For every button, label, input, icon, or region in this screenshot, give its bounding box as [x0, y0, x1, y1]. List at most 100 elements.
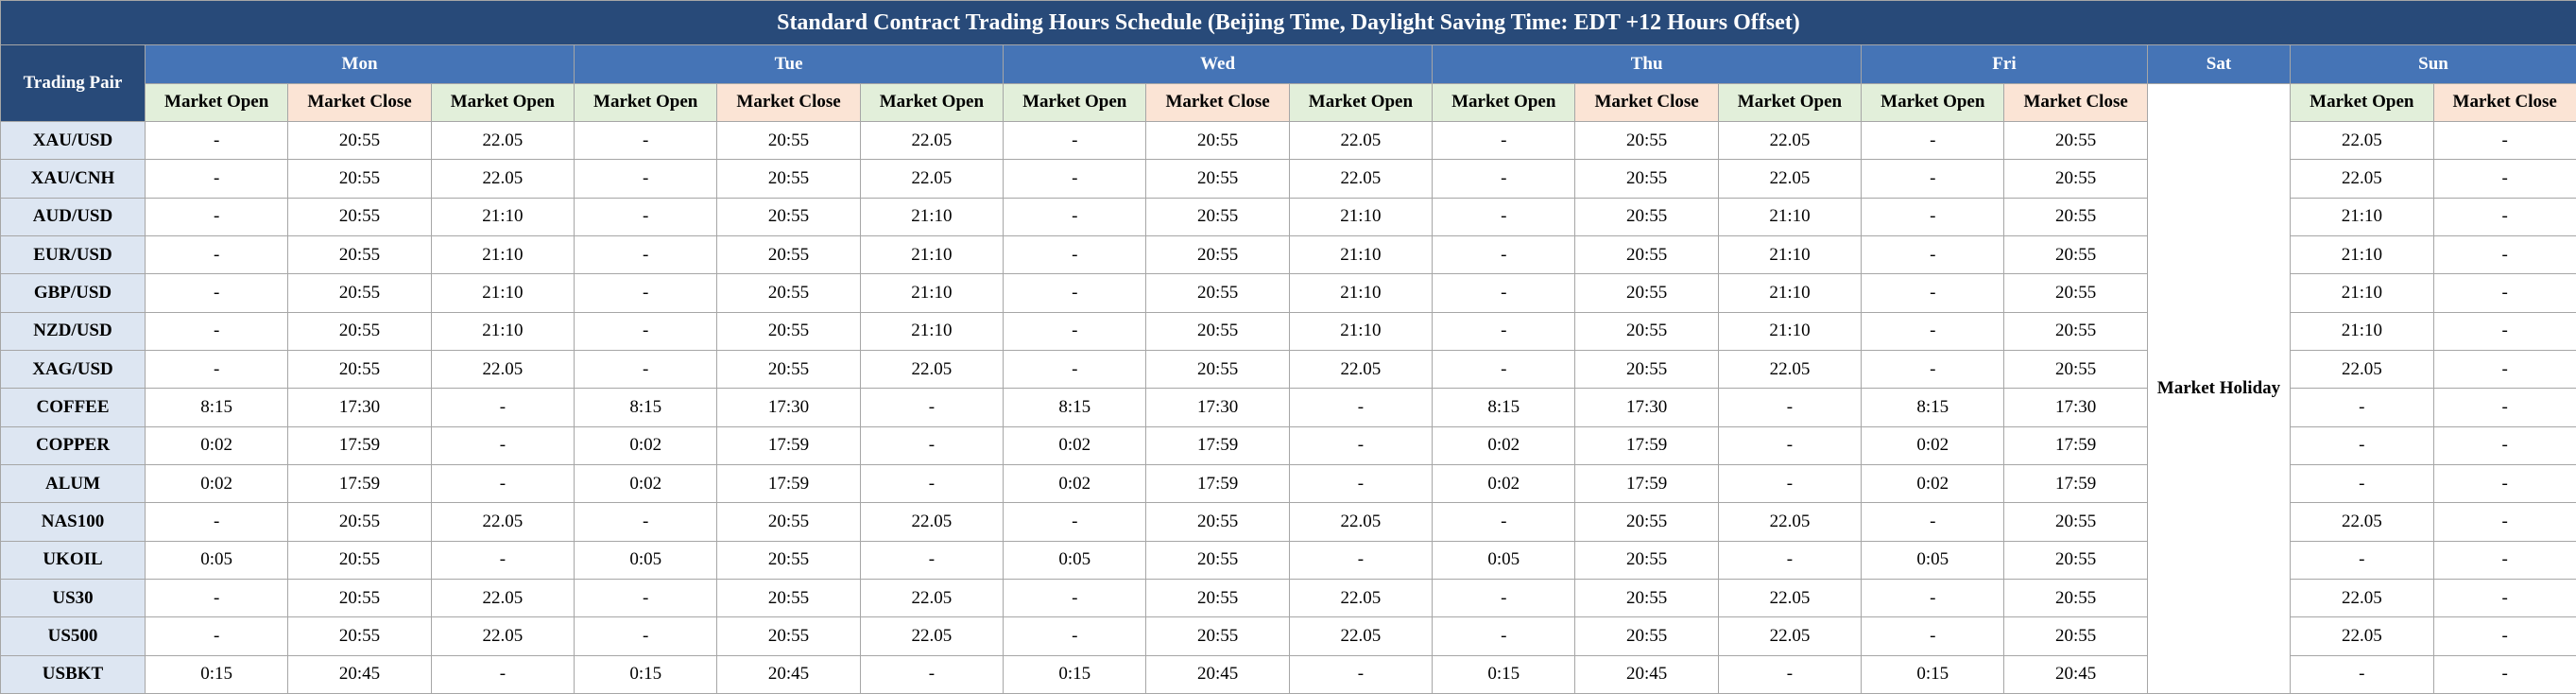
time-cell: 22.05 [859, 159, 1005, 199]
time-cell: - [144, 502, 289, 542]
pair-cell: US30 [0, 578, 146, 618]
time-cell: 17:59 [1574, 463, 1719, 504]
time-cell: 20:55 [716, 502, 861, 542]
time-cell: 21:10 [2290, 235, 2434, 275]
time-cell: - [1432, 235, 1576, 275]
corner-header: Trading Pair [0, 44, 146, 123]
time-cell: - [1861, 159, 2005, 199]
sub-header-row: Market Open Market Close Market Open Market… [1, 82, 2576, 694]
time-cell: 21:10 [859, 311, 1005, 352]
time-cell: - [1717, 425, 1863, 465]
day-header: Thu [1432, 44, 1863, 84]
time-cell: 17:59 [1574, 425, 1719, 465]
pair-cell: COPPER [0, 425, 146, 465]
time-cell: 20:45 [1574, 654, 1719, 694]
time-cell: - [2432, 311, 2576, 352]
time-cell: - [2432, 197, 2576, 237]
title-row: Standard Contract Trading Hours Schedule… [0, 0, 2576, 46]
time-cell: - [430, 654, 575, 694]
time-cell: 0:02 [574, 425, 718, 465]
time-cell: 21:10 [430, 311, 575, 352]
time-cell: 20:55 [716, 616, 861, 656]
time-cell: - [144, 159, 289, 199]
time-cell: - [1861, 197, 2005, 237]
time-cell: - [1003, 121, 1147, 161]
time-cell: 0:02 [1003, 425, 1147, 465]
time-cell: - [859, 463, 1005, 504]
time-cell: - [1432, 349, 1576, 390]
time-cell: - [574, 197, 718, 237]
time-cell: 22.05 [1717, 616, 1863, 656]
pair-cell: NAS100 [0, 502, 146, 542]
time-cell: 22.05 [2290, 616, 2434, 656]
time-cell: - [1288, 654, 1434, 694]
time-cell: 20:55 [716, 159, 861, 199]
time-cell: 17:30 [1145, 388, 1290, 427]
time-cell: 21:10 [430, 273, 575, 313]
time-cell: - [2432, 578, 2576, 618]
time-cell: - [2290, 654, 2434, 694]
data-row: NAS100-20:55 22.05-20:55 22.05-20:55 22.05-… [0, 502, 2576, 542]
time-cell: 20:55 [287, 578, 432, 618]
time-cell: - [2432, 463, 2576, 504]
time-cell: 0:05 [1861, 540, 2005, 580]
time-cell: 0:02 [1432, 425, 1576, 465]
time-cell: - [1003, 273, 1147, 313]
time-cell: 20:55 [1574, 349, 1719, 390]
time-cell: - [574, 616, 718, 656]
data-row: GBP/USD -20:55 21:10-20:55 21:10-20:55 21:10… [0, 273, 2576, 313]
time-cell: 20:55 [2003, 273, 2148, 313]
time-cell: 20:45 [716, 654, 861, 694]
time-cell: - [574, 159, 718, 199]
time-cell: 20:55 [1574, 540, 1719, 580]
time-cell: - [144, 578, 289, 618]
time-cell: 0:05 [574, 540, 718, 580]
time-cell: - [430, 425, 575, 465]
day-header: Sun [2290, 44, 2576, 84]
time-cell: 21:10 [1717, 197, 1863, 237]
time-cell: - [1288, 540, 1434, 580]
time-cell: 17:59 [287, 463, 432, 504]
time-cell: 20:55 [287, 540, 432, 580]
time-cell: 21:10 [1288, 197, 1434, 237]
time-cell: 17:59 [716, 425, 861, 465]
time-cell: 8:15 [1003, 388, 1147, 427]
time-cell: 21:10 [1717, 235, 1863, 275]
time-cell: 20:55 [716, 273, 861, 313]
time-cell: - [1861, 121, 2005, 161]
time-cell: 22.05 [430, 616, 575, 656]
data-row: XAU/USD -20:55 22.05-20:55 22.05-20:55 22.05… [0, 121, 2576, 161]
column-header: Market Open [1432, 82, 1576, 123]
time-cell: 20:55 [716, 578, 861, 618]
time-cell: 22.05 [1288, 159, 1434, 199]
time-cell: 21:10 [859, 235, 1005, 275]
time-cell: 0:15 [1432, 654, 1576, 694]
time-cell: 20:55 [2003, 235, 2148, 275]
time-cell: 20:55 [1145, 502, 1290, 542]
time-cell: 20:55 [287, 235, 432, 275]
pair-cell: NZD/USD [0, 311, 146, 352]
pair-cell: EUR/USD [0, 235, 146, 275]
time-cell: 8:15 [574, 388, 718, 427]
time-cell: - [1003, 235, 1147, 275]
time-cell: 0:05 [144, 540, 289, 580]
time-cell: - [574, 311, 718, 352]
time-cell: - [1003, 159, 1147, 199]
pair-cell: COFFEE [0, 388, 146, 427]
time-cell: 22.05 [430, 349, 575, 390]
time-cell: 20:55 [1145, 235, 1290, 275]
column-header: Market Close [1574, 82, 1719, 123]
time-cell: 22.05 [1288, 616, 1434, 656]
time-cell: 0:02 [144, 463, 289, 504]
column-header: Market Open [1288, 82, 1434, 123]
time-cell: - [1861, 235, 2005, 275]
time-cell: - [859, 540, 1005, 580]
time-cell: 22.05 [2290, 159, 2434, 199]
time-cell: - [1432, 273, 1576, 313]
time-cell: 22.05 [859, 349, 1005, 390]
time-cell: 21:10 [859, 197, 1005, 237]
time-cell: 20:55 [1145, 616, 1290, 656]
column-header: Market Close [2432, 82, 2576, 123]
time-cell: - [1861, 273, 2005, 313]
time-cell: 22.05 [430, 578, 575, 618]
